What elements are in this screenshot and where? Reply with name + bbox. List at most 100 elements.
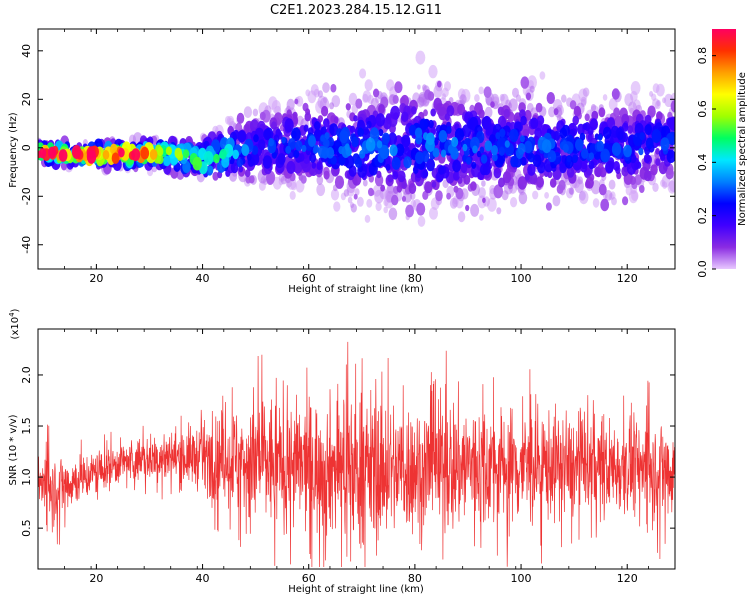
spectrogram-cell bbox=[438, 130, 448, 143]
spectrogram-cell bbox=[446, 192, 451, 200]
spectrogram-cell bbox=[478, 187, 486, 199]
spectrogram-cell bbox=[183, 149, 190, 159]
spectrogram-cell bbox=[286, 98, 295, 111]
spectrogram-cell bbox=[519, 135, 525, 143]
spectrogram-cell bbox=[579, 191, 586, 201]
spectrogram-cell bbox=[645, 137, 654, 149]
spectrogram-cell bbox=[388, 207, 398, 221]
spectrogram-cell bbox=[238, 165, 244, 173]
spectrogram-cell bbox=[581, 148, 589, 159]
spectrogram-cell bbox=[480, 154, 488, 164]
spectrogram-cell bbox=[71, 145, 82, 159]
spectrogram-cell bbox=[572, 154, 578, 163]
spectrogram-cell bbox=[237, 130, 247, 143]
spectrogram-cell bbox=[321, 105, 329, 117]
spectrogram-cell bbox=[479, 214, 484, 221]
spectrogram-cell bbox=[588, 160, 595, 170]
spectrogram-cell bbox=[535, 102, 543, 113]
spectrogram-cell bbox=[474, 94, 480, 103]
spectrogram-cell bbox=[630, 81, 641, 95]
spectrogram-cell bbox=[611, 88, 620, 100]
snr-xlabel: Height of straight line (km) bbox=[288, 584, 424, 595]
spectrogram-cell bbox=[369, 127, 380, 142]
spectrogram-cell bbox=[380, 184, 385, 192]
spectrogram-cell bbox=[498, 177, 505, 188]
spectrogram-cell bbox=[431, 181, 437, 188]
spectrogram-cell bbox=[368, 187, 374, 197]
spectrogram-cell bbox=[523, 140, 533, 154]
spectrogram-cell bbox=[427, 91, 435, 101]
spectrogram-cell bbox=[426, 132, 435, 146]
spectrogram-cell bbox=[462, 143, 468, 152]
spectrogram-cell bbox=[416, 202, 426, 216]
spectrogram-cell bbox=[47, 146, 57, 159]
spectrogram-cell bbox=[225, 169, 231, 177]
spectrogram-cell bbox=[405, 204, 414, 218]
spectrogram-cell bbox=[378, 129, 384, 137]
spectrogram-cell bbox=[323, 170, 330, 180]
spectrogram-cell bbox=[509, 197, 518, 208]
spectrogram-cell bbox=[236, 112, 245, 124]
spectrogram-cell bbox=[634, 174, 642, 186]
spectrogram-cell bbox=[422, 190, 429, 200]
spectrogram-cell bbox=[520, 76, 530, 89]
spectrogram-cell bbox=[430, 108, 437, 117]
spectrogram-cell bbox=[304, 112, 312, 122]
spectrogram-cell bbox=[392, 171, 399, 180]
spectrogram-cell bbox=[268, 138, 275, 147]
spectrogram-cell bbox=[502, 171, 512, 184]
colorbar-tick-label: 0.8 bbox=[696, 47, 709, 65]
spectrogram-cell bbox=[111, 152, 120, 164]
spectrogram-cell bbox=[320, 135, 326, 142]
spectrogram-cell bbox=[481, 116, 492, 130]
spectrogram-cell bbox=[417, 84, 421, 90]
spectrogram-cell bbox=[476, 150, 482, 158]
spectrogram-cell bbox=[334, 175, 345, 189]
spectrogram-cell bbox=[385, 163, 391, 171]
spectrogram-panel: 20 40 60 80 100 120 -40 -20 0 20 40 Height of str… bbox=[8, 28, 676, 295]
spectrogram-cell bbox=[532, 154, 542, 168]
spectrogram-cell bbox=[424, 181, 433, 194]
colorbar-gradient bbox=[712, 29, 736, 269]
spectrogram-cell bbox=[322, 82, 330, 93]
spectrogram-cell bbox=[165, 146, 172, 156]
spectrogram-cell bbox=[638, 147, 644, 156]
spectrogram-cell bbox=[497, 106, 504, 116]
spectrogram-cell bbox=[517, 176, 527, 190]
y-tick-label: -20 bbox=[20, 187, 33, 205]
spectrogram-cell bbox=[559, 162, 567, 174]
spectrogram-cell bbox=[157, 146, 164, 157]
spectrogram-cell bbox=[622, 196, 629, 206]
spectrogram-cell bbox=[572, 115, 579, 126]
spectrogram-cell bbox=[313, 144, 320, 154]
spectrogram-cell bbox=[530, 117, 539, 129]
spectrogram-cell bbox=[433, 97, 443, 111]
spectrogram-cell bbox=[537, 115, 545, 126]
spectrogram-cell bbox=[344, 143, 350, 151]
spectrogram-cell bbox=[438, 165, 445, 175]
y-tick-label: 1.5 bbox=[20, 417, 33, 435]
spectrogram-cell bbox=[561, 94, 567, 103]
spectrogram-cell bbox=[375, 113, 385, 127]
spectrogram-cell bbox=[320, 126, 327, 135]
spectrogram-cell bbox=[573, 105, 582, 117]
spectrogram-cell bbox=[669, 179, 675, 192]
spectrogram-cell bbox=[482, 197, 486, 203]
spectrogram-cell bbox=[263, 128, 272, 141]
x-tick-label: 80 bbox=[408, 572, 422, 585]
spectrogram-cell bbox=[357, 196, 364, 207]
spectrogram-cell bbox=[605, 161, 614, 174]
x-tick-label: 40 bbox=[196, 572, 210, 585]
spectrogram-cell bbox=[597, 134, 603, 141]
spectrogram-cell bbox=[322, 96, 328, 104]
spectrogram-cell bbox=[391, 156, 401, 170]
spectrogram-cell bbox=[140, 146, 150, 160]
spectrogram-cell bbox=[354, 188, 360, 196]
snr-y-ticks: 0.5 1.0 1.5 2.0 bbox=[20, 366, 675, 537]
spectrogram-cell bbox=[444, 81, 451, 92]
colorbar-tick-label: 0.4 bbox=[696, 154, 709, 172]
spectrogram-cell bbox=[582, 123, 588, 130]
colorbar-tick-label: 0.6 bbox=[696, 100, 709, 118]
spectrogram-cell bbox=[212, 171, 219, 181]
spectrogram-cell bbox=[388, 132, 397, 146]
